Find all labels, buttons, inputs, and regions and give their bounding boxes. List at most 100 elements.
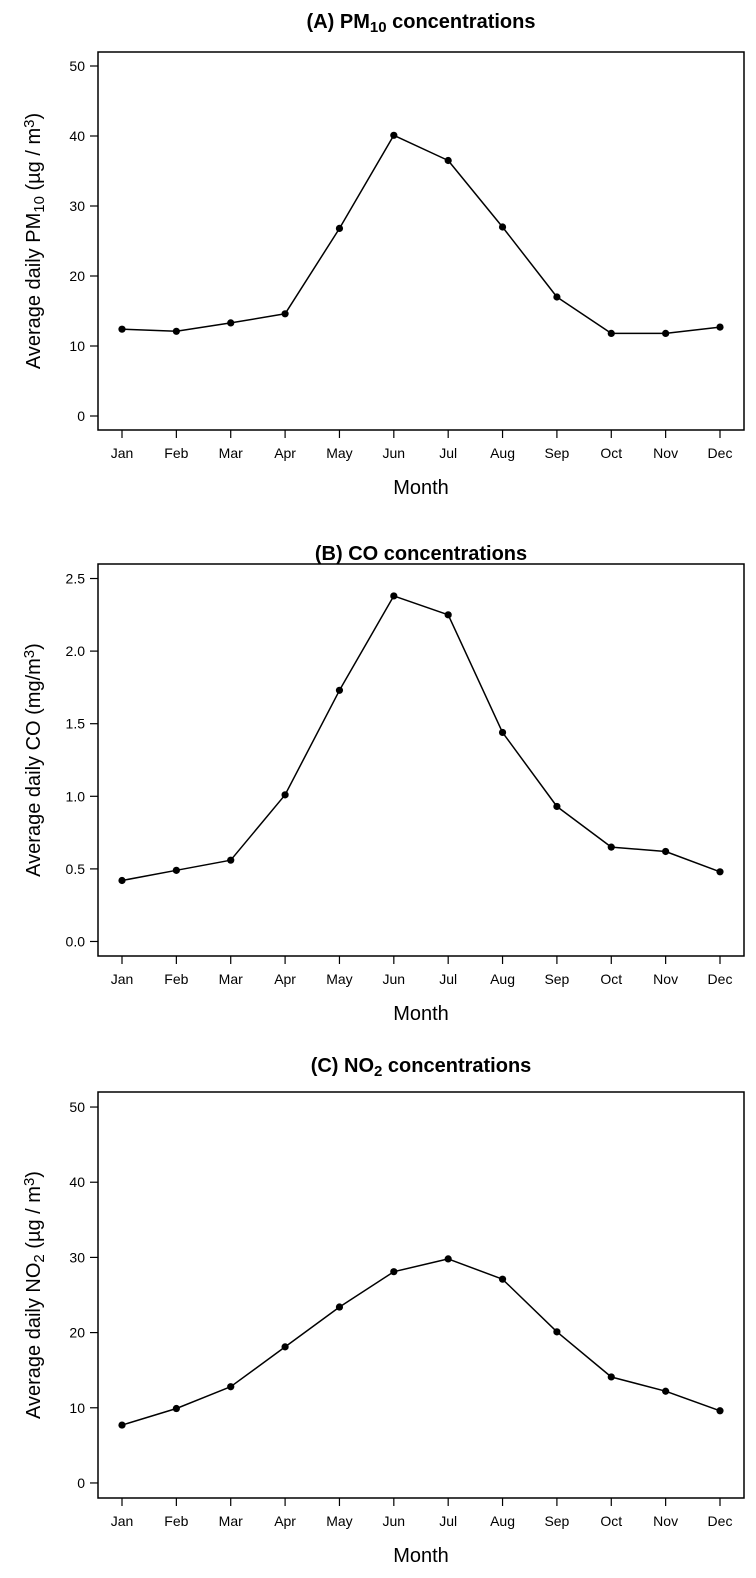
x-tick-label: Oct <box>600 445 622 461</box>
data-point-sep <box>553 1328 561 1336</box>
data-point-mar <box>227 856 235 864</box>
data-point-jun <box>390 131 398 139</box>
x-tick-label: Jan <box>111 971 134 987</box>
x-tick-label: Nov <box>653 1513 678 1529</box>
y-tick-label: 2.0 <box>66 643 86 659</box>
y-axis-title-close: ) <box>23 643 45 650</box>
chart-title-text: (A) PM <box>307 11 370 33</box>
x-tick-label: Dec <box>708 971 733 987</box>
x-tick-label: Feb <box>164 1513 188 1529</box>
x-tick-label: Feb <box>164 971 188 987</box>
x-tick-label: Jul <box>439 445 457 461</box>
y-axis-title: Average daily CO (mg/m3) <box>21 643 45 877</box>
x-tick-label: Jan <box>111 445 134 461</box>
y-axis-title-subscript: 10 <box>31 196 48 213</box>
chart-title-suffix: concentrations <box>387 11 536 33</box>
data-point-nov <box>662 1387 670 1395</box>
chart-title-suffix: concentrations <box>378 543 527 565</box>
x-axis-title: Month <box>393 1003 449 1025</box>
y-tick-label: 20 <box>69 268 85 284</box>
data-point-may <box>335 686 344 694</box>
x-axis-title: Month <box>393 477 449 499</box>
chart-title: (B) CO concentrations <box>315 543 527 565</box>
x-tick-label: Feb <box>164 445 188 461</box>
x-tick-label: Sep <box>544 971 569 987</box>
chart-title-suffix: concentrations <box>382 1055 531 1077</box>
y-axis-title-unit: (µg / m <box>23 1186 45 1254</box>
y-tick-label: 2.5 <box>66 571 86 587</box>
y-axis-title-text: Average daily PM <box>23 213 45 369</box>
data-point-jul <box>444 611 452 619</box>
x-tick-label: Apr <box>274 1513 296 1529</box>
x-tick-label: May <box>326 445 352 461</box>
y-axis-title-text: Average daily NO <box>23 1263 45 1419</box>
chart-title-text: (B) CO <box>315 543 378 565</box>
y-tick-label: 1.0 <box>66 788 86 804</box>
x-tick-label: Mar <box>219 445 243 461</box>
data-point-aug <box>498 223 507 231</box>
plot-frame <box>97 1091 745 1499</box>
data-point-jan <box>118 876 126 885</box>
series-line <box>121 595 721 882</box>
data-point-oct <box>607 329 615 337</box>
x-tick-label: Jun <box>383 1513 406 1529</box>
y-axis-title: Average daily PM10 (µg / m3) <box>21 113 48 369</box>
data-point-aug <box>498 728 507 737</box>
x-tick-label: Apr <box>274 445 296 461</box>
x-tick-label: May <box>326 1513 352 1529</box>
data-point-feb <box>172 866 180 874</box>
data-point-dec <box>716 323 724 331</box>
data-point-aug <box>498 1275 507 1283</box>
data-point-feb <box>172 327 180 335</box>
data-point-sep <box>553 293 561 301</box>
data-point-jul <box>444 156 452 165</box>
data-point-jan <box>118 1421 126 1429</box>
data-point-jun <box>390 1268 398 1276</box>
y-axis-title: Average daily NO2 (µg / m3) <box>21 1171 48 1419</box>
y-tick-label: 50 <box>69 1099 85 1115</box>
series-line <box>121 1258 721 1426</box>
y-axis-title-superscript: 3 <box>21 1178 38 1186</box>
y-tick-label: 0.0 <box>66 933 86 949</box>
x-axis-title: Month <box>393 1545 449 1567</box>
x-tick-label: Nov <box>653 971 678 987</box>
x-tick-label: Dec <box>708 445 733 461</box>
plot-frame <box>97 563 745 957</box>
y-axis-title-superscript: 3 <box>21 120 38 128</box>
x-tick-label: Oct <box>600 1513 622 1529</box>
data-point-may <box>335 1303 344 1311</box>
data-point-nov <box>662 847 670 856</box>
x-tick-label: Aug <box>490 445 515 461</box>
x-tick-label: Oct <box>600 971 622 987</box>
y-axis-title-text: Average daily CO <box>23 720 45 876</box>
y-axis-title-superscript: 3 <box>21 650 38 658</box>
y-axis-title-subscript: 2 <box>31 1254 48 1262</box>
chart-title-subscript: 2 <box>374 1063 382 1080</box>
x-tick-label: Aug <box>490 1513 515 1529</box>
y-tick-label: 0 <box>77 1475 85 1491</box>
data-point-oct <box>607 843 615 851</box>
data-point-mar <box>227 319 235 327</box>
data-point-may <box>335 224 344 232</box>
y-axis-title-unit: (µg / m <box>23 128 45 196</box>
y-tick-label: 0.5 <box>66 861 86 877</box>
x-tick-label: Sep <box>544 445 569 461</box>
y-tick-label: 40 <box>69 1174 85 1190</box>
x-tick-label: Sep <box>544 1513 569 1529</box>
x-tick-label: Jun <box>383 445 406 461</box>
data-point-feb <box>172 1404 180 1413</box>
x-tick-label: Jan <box>111 1513 134 1529</box>
x-tick-label: Nov <box>653 445 678 461</box>
x-tick-label: Jun <box>383 971 406 987</box>
y-tick-label: 40 <box>69 128 85 144</box>
x-tick-label: Jul <box>439 971 457 987</box>
chart-panel-b: (B) CO concentrations 0.0 0.5 1.0 1.5 2.0 2.5 J… <box>21 543 745 1025</box>
data-point-nov <box>662 329 670 337</box>
y-axis-title-close: ) <box>23 1171 45 1178</box>
x-tick-label: Aug <box>490 971 515 987</box>
data-point-apr <box>281 791 289 799</box>
x-tick-label: Dec <box>708 1513 733 1529</box>
data-point-jul <box>444 1255 452 1263</box>
